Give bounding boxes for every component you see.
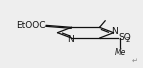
Text: N: N (67, 35, 74, 44)
Text: ↵: ↵ (132, 57, 137, 63)
Text: EtOOC: EtOOC (16, 21, 46, 30)
Text: 2: 2 (125, 37, 130, 42)
Text: N: N (111, 27, 118, 36)
Text: Me: Me (115, 48, 126, 57)
Text: SO: SO (118, 33, 131, 42)
